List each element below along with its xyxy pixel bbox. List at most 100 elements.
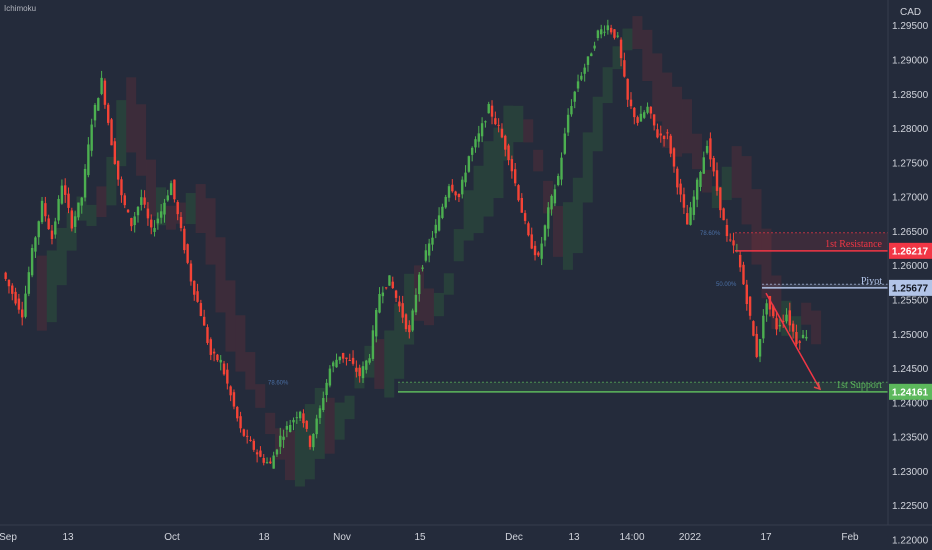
candle-body <box>123 195 126 206</box>
x-tick-label: 18 <box>258 532 270 543</box>
cloud-segment <box>513 105 524 143</box>
candle-body <box>199 303 203 316</box>
indicator-label[interactable]: Ichimoku <box>4 4 36 13</box>
x-tick-label: 13 <box>568 532 580 543</box>
candle-body <box>676 168 679 188</box>
cloud-segment <box>741 156 752 225</box>
candle-body <box>67 193 70 208</box>
candle-body <box>626 78 629 100</box>
candle-body <box>411 310 414 331</box>
time-axis[interactable]: Sep 13 Oct 18 Nov 15 Dec 13 14:00 2022 17 Feb <box>0 532 859 543</box>
candle-body <box>619 39 623 59</box>
candle-body <box>341 353 345 359</box>
candle-body <box>437 215 441 231</box>
cloud-segment <box>632 16 643 50</box>
cloud-segment <box>533 149 544 172</box>
cloud-segment <box>235 315 246 372</box>
cloud-segment <box>543 180 554 214</box>
candle-body <box>669 135 672 154</box>
cloud-segment <box>523 119 534 143</box>
candle-body <box>709 138 712 160</box>
candle-body <box>255 452 259 455</box>
candle-body <box>798 341 801 343</box>
candle-body <box>275 449 279 455</box>
candle-body <box>705 146 709 153</box>
cloud-segment <box>761 228 772 299</box>
level-label: 1st Resistance <box>825 239 882 250</box>
candle-body <box>14 291 17 304</box>
candle-body <box>470 147 474 155</box>
candles <box>4 19 808 469</box>
candle-body <box>762 315 765 339</box>
candle-body <box>169 183 173 196</box>
candle-body <box>712 157 715 172</box>
price-axis[interactable]: 1.300001.295001.290001.285001.280001.275… <box>892 0 929 546</box>
candle-body <box>434 224 437 234</box>
candle-body <box>136 206 140 216</box>
candle-body <box>150 219 153 228</box>
candle-body <box>245 435 249 437</box>
candle-body <box>560 157 563 180</box>
candle-body <box>408 325 411 333</box>
candle-body <box>153 228 156 232</box>
candle-body <box>729 239 732 241</box>
cloud-segment <box>801 302 812 325</box>
candle-body <box>566 114 570 133</box>
level-zone <box>762 284 888 288</box>
cloud-segment <box>195 184 206 234</box>
cloud-segment <box>443 273 454 295</box>
candle-body <box>232 392 236 407</box>
candle-body <box>312 433 315 448</box>
price-tag-text: 1.25677 <box>892 283 929 294</box>
candle-body <box>34 237 37 252</box>
cloud-segment <box>86 204 97 226</box>
candle-body <box>166 195 169 201</box>
candle-body <box>110 119 113 146</box>
candle-body <box>140 197 143 205</box>
candle-body <box>772 305 775 317</box>
candle-body <box>24 293 27 317</box>
candle-body <box>107 104 110 123</box>
candle-body <box>431 237 434 245</box>
candle-body <box>285 425 289 430</box>
currency-label[interactable]: CAD <box>900 7 921 18</box>
candle-body <box>404 314 408 330</box>
candle-body <box>378 293 381 313</box>
candle-body <box>394 290 398 298</box>
cloud-segment <box>294 419 305 487</box>
y-tick-label: 1.26500 <box>892 227 929 238</box>
candle-body <box>265 462 269 464</box>
candle-body <box>73 216 77 227</box>
candle-body <box>606 25 610 31</box>
candle-body <box>279 435 282 447</box>
candle-body <box>477 133 480 142</box>
y-tick-label: 1.23500 <box>892 433 929 444</box>
candle-body <box>527 223 530 236</box>
candle-body <box>143 197 146 205</box>
candle-body <box>781 320 785 322</box>
candle-body <box>656 129 659 138</box>
projection-arrowhead <box>813 381 822 391</box>
candle-body <box>686 213 689 225</box>
cloud-segment <box>662 72 673 148</box>
candle-body <box>156 218 160 224</box>
projection-arrow <box>765 292 821 390</box>
candle-body <box>474 139 477 148</box>
candle-body <box>788 310 792 326</box>
candle-body <box>639 113 643 122</box>
candle-body <box>652 114 656 126</box>
x-tick-label: 15 <box>414 532 426 543</box>
candle-body <box>765 303 768 315</box>
x-tick-label: 2022 <box>679 532 702 543</box>
cloud-segment <box>553 206 563 257</box>
candle-body <box>332 362 335 367</box>
candle-body <box>738 254 742 268</box>
candle-body <box>513 169 517 184</box>
candle-body <box>269 461 272 464</box>
candle-body <box>120 179 123 196</box>
candle-body <box>212 351 216 354</box>
candle-body <box>50 230 54 240</box>
fib-label: 78.60% <box>268 380 289 386</box>
candle-body <box>249 439 252 442</box>
